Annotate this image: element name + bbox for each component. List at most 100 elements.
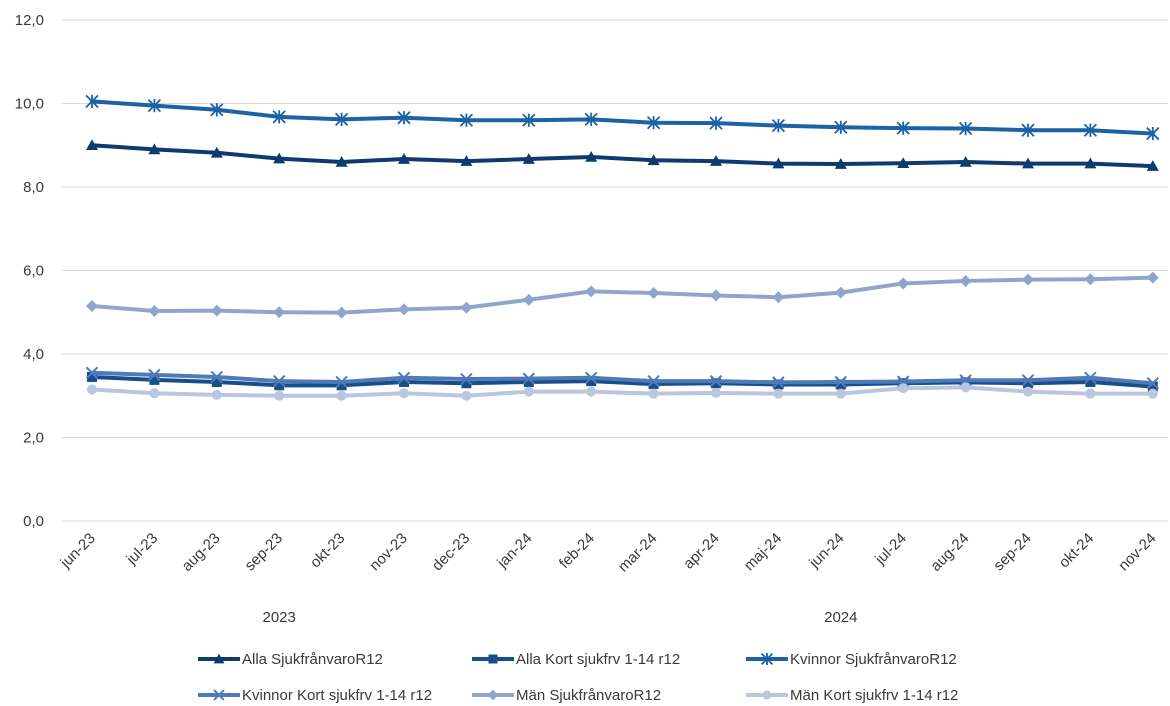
data-point [149, 374, 160, 385]
data-point [1084, 157, 1097, 169]
data-point [835, 379, 846, 390]
data-point [710, 155, 722, 166]
data-point [960, 377, 971, 388]
data-point [1085, 388, 1096, 399]
data-point [1146, 377, 1160, 390]
series-line [90, 370, 1155, 386]
data-point [522, 293, 535, 306]
data-point [959, 374, 972, 387]
legend-label: Kvinnor Kort sjukfrv 1-14 r12 [242, 686, 433, 704]
data-point [460, 372, 473, 386]
data-point [1083, 123, 1098, 137]
legend-swatch [198, 689, 240, 701]
data-point [709, 116, 723, 130]
legend-swatch-marker [762, 690, 772, 700]
legend-label: Alla SjukfrånvaroR12 [242, 650, 383, 668]
data-point [897, 157, 910, 169]
data-point [460, 301, 473, 314]
data-point [584, 371, 598, 385]
series-3 [85, 94, 1160, 141]
series-line [90, 275, 1155, 315]
data-point [335, 155, 348, 167]
legend-swatch-marker [487, 689, 499, 701]
data-point [86, 299, 98, 312]
data-point [460, 155, 473, 166]
data-point [211, 389, 222, 400]
data-point [834, 375, 848, 389]
data-point [459, 113, 474, 127]
data-point [148, 143, 161, 155]
data-point [147, 98, 162, 113]
data-point [834, 286, 847, 299]
data-point [210, 103, 224, 117]
data-point [834, 120, 848, 134]
data-point [335, 375, 348, 389]
data-point [648, 388, 659, 399]
data-point [773, 379, 784, 390]
data-point [710, 289, 722, 302]
data-point [647, 154, 660, 166]
y-tick-label: 10,0 [15, 96, 44, 113]
data-point [1021, 123, 1035, 137]
data-point [1023, 386, 1033, 397]
data-point [1084, 371, 1097, 385]
data-point [399, 388, 409, 399]
data-point [1021, 374, 1035, 387]
legend-swatch [746, 652, 788, 666]
data-point [461, 390, 472, 401]
data-point [398, 153, 410, 164]
x-tick-label: dec-23 [429, 530, 473, 574]
x-tick-label: nov-24 [1115, 530, 1159, 574]
legend: Alla SjukfrånvaroR12 Alla Kort sjukfrv 1-… [0, 640, 1170, 704]
data-point [647, 374, 660, 388]
data-point [86, 139, 98, 151]
legend-item: Män Kort sjukfrv 1-14 r12 [744, 684, 958, 706]
data-point [273, 306, 286, 319]
data-point [273, 152, 286, 164]
data-point [773, 388, 784, 399]
data-point [1023, 378, 1033, 389]
data-point [336, 390, 347, 401]
legend-item: Kvinnor SjukfrånvaroR12 [744, 648, 957, 670]
x-tick-label: sep-23 [242, 530, 286, 574]
data-point [1147, 388, 1158, 399]
data-point [461, 378, 472, 389]
data-point [274, 380, 285, 391]
x-tick-label: apr-24 [680, 530, 723, 573]
data-point [586, 376, 597, 387]
x-tick-label: jan-24 [493, 530, 535, 572]
x-tick-label: jun-23 [57, 530, 99, 572]
data-point [647, 287, 660, 300]
y-tick-label: 8,0 [23, 179, 44, 196]
data-point [771, 118, 786, 133]
x-tick-label: sep-24 [990, 530, 1034, 574]
year-label: 2023 [263, 609, 296, 626]
legend-item: Kvinnor Kort sjukfrv 1-14 r12 [196, 684, 432, 706]
series-6 [87, 382, 1158, 401]
data-point [960, 382, 971, 393]
data-point [1146, 126, 1160, 141]
series-line [90, 374, 1155, 389]
data-point [148, 304, 161, 317]
data-point [522, 153, 535, 164]
data-point [711, 378, 721, 389]
data-point [896, 121, 910, 135]
legend-label: Alla Kort sjukfrv 1-14 r12 [516, 650, 681, 668]
y-tick-label: 4,0 [23, 346, 44, 363]
data-point [709, 374, 723, 388]
data-point [898, 383, 909, 394]
x-tick-label: okt-23 [307, 530, 349, 572]
x-tick-label: jul-24 [871, 530, 910, 569]
data-point [834, 158, 847, 169]
series-4 [85, 366, 1160, 390]
x-tick-label: nov-23 [366, 530, 410, 574]
data-point [334, 112, 349, 127]
legend-label: Män SjukfrånvaroR12 [516, 686, 662, 704]
data-point [87, 384, 97, 395]
legend-swatch [472, 689, 514, 701]
x-axis: jun-23 jul-23 aug-23 sep-23 okt-23 nov-23 dec-… [57, 530, 1160, 576]
y-tick-label: 2,0 [23, 430, 44, 447]
data-point [274, 390, 285, 401]
series-line [90, 143, 1155, 169]
